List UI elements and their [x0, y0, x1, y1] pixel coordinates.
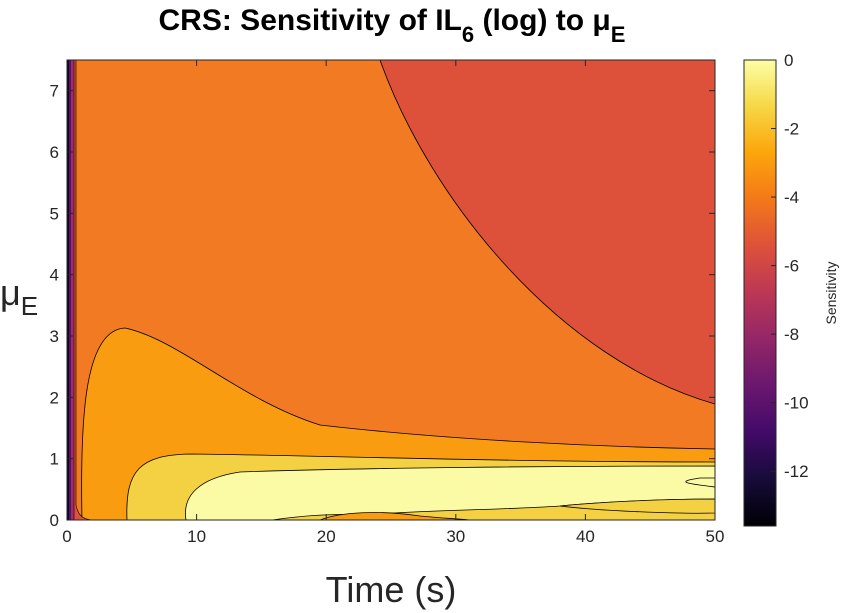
y-tick-label: 2 [50, 388, 59, 407]
y-tick-label: 4 [50, 266, 59, 285]
x-tick-label: 10 [187, 527, 206, 546]
plot-area: 0 10 20 30 40 50 0 1 2 3 4 5 6 7 [50, 59, 725, 546]
x-tick-label: 50 [706, 527, 725, 546]
y-tick-label: 5 [50, 204, 59, 223]
colorbar-tick-label: -8 [784, 325, 799, 344]
colorbar-tick-label: -10 [784, 394, 809, 413]
colorbar-tick-label: -4 [784, 188, 799, 207]
colorbar-tick-label: 0 [784, 51, 793, 70]
x-tick-label: 20 [317, 527, 336, 546]
colorbar-label: Sensitivity [823, 261, 839, 324]
y-tick-label: 0 [50, 511, 59, 530]
y-tick-label: 3 [50, 327, 59, 346]
chart-title: CRS: Sensitivity of IL6 (log) to μE [159, 4, 626, 47]
colorbar [743, 59, 777, 527]
y-tick-label: 1 [50, 450, 59, 469]
region-edge-magenta [71, 60, 74, 520]
x-tick-label: 30 [446, 527, 465, 546]
region-edge-dark [67, 60, 69, 520]
colorbar-tick-label: -12 [784, 462, 809, 481]
y-tick-label: 6 [50, 143, 59, 162]
x-tick-label: 40 [576, 527, 595, 546]
colorbar-tick-label: -6 [784, 257, 799, 276]
plot-frame [66, 59, 716, 521]
x-tick-label: 0 [62, 527, 71, 546]
y-axis-label: μE [0, 272, 38, 321]
region-bottom-sliver [319, 512, 471, 520]
y-tick-label: 7 [50, 82, 59, 101]
region-red [379, 60, 715, 405]
x-axis-label: Time (s) [326, 569, 457, 610]
region-yellow-island [559, 498, 715, 514]
region-edge-purple [69, 60, 71, 520]
colorbar-tick-label: -2 [784, 120, 799, 139]
